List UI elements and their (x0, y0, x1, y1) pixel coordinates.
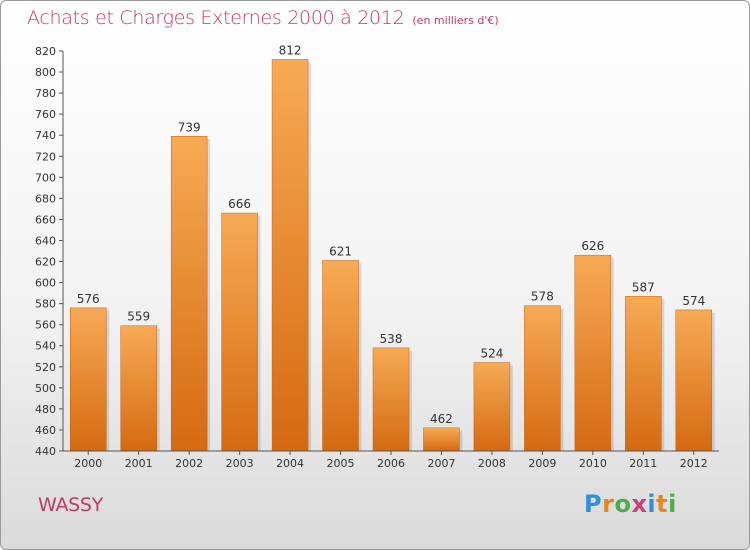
proxiti-logo: Proxiti (584, 490, 677, 518)
data-label: 559 (127, 310, 150, 324)
y-tick-label: 660 (35, 213, 56, 226)
y-tick-label: 620 (35, 256, 56, 269)
data-label: 574 (682, 294, 705, 308)
bar-2005 (322, 260, 359, 452)
x-tick-label: 2011 (629, 457, 657, 470)
bar-2010 (574, 254, 612, 452)
y-tick-label: 740 (35, 129, 56, 142)
bar-2000 (69, 307, 107, 452)
x-tick-label: 2004 (276, 457, 304, 470)
y-tick-label: 560 (35, 319, 56, 332)
logo-letter: P (584, 490, 603, 518)
data-label: 578 (531, 290, 554, 304)
x-tick-label: 2010 (579, 457, 607, 470)
bar-2002 (170, 136, 208, 452)
y-tick-label: 460 (35, 424, 56, 437)
y-tick-label: 500 (35, 382, 56, 395)
bar-2006 (372, 347, 410, 452)
x-tick-label: 2006 (377, 457, 405, 470)
data-label: 812 (279, 43, 302, 57)
bar-2001 (120, 325, 157, 452)
place-name: WASSY (38, 494, 103, 516)
x-tick-label: 2003 (226, 457, 254, 470)
y-tick-label: 520 (35, 361, 56, 374)
data-label: 739 (178, 120, 201, 134)
data-label: 587 (632, 280, 655, 294)
x-tick-label: 2000 (74, 457, 102, 470)
x-tick-label: 2012 (680, 457, 708, 470)
x-tick-label: 2008 (478, 457, 506, 470)
title-text: Achats et Charges Externes 2000 à 2012 (27, 7, 405, 29)
logo-letter: x (631, 490, 648, 518)
data-label: 524 (480, 347, 503, 361)
data-label: 462 (430, 412, 453, 426)
x-tick-label: 2009 (528, 457, 556, 470)
data-label: 666 (228, 197, 251, 211)
bar-2004 (271, 59, 309, 452)
logo-letter: i (647, 490, 657, 518)
data-label: 621 (329, 244, 352, 258)
chart-title: Achats et Charges Externes 2000 à 2012 (e… (27, 7, 499, 29)
bar-2011 (625, 296, 662, 452)
logo-letter: t (656, 490, 669, 518)
y-tick-label: 820 (35, 45, 56, 58)
bar-2009 (524, 305, 561, 452)
logo-letter: i (668, 490, 677, 518)
y-tick-label: 680 (35, 192, 56, 205)
data-label: 576 (77, 292, 100, 306)
y-tick-label: 800 (35, 66, 56, 79)
y-tick-label: 640 (35, 234, 56, 247)
y-tick-label: 540 (35, 340, 56, 353)
bar-2003 (221, 212, 258, 452)
y-tick-label: 600 (35, 277, 56, 290)
y-tick-label: 780 (35, 87, 56, 100)
y-tick-label: 580 (35, 298, 56, 311)
x-tick-label: 2001 (125, 457, 153, 470)
y-tick-label: 720 (35, 150, 56, 163)
logo-letter: r (602, 490, 615, 518)
data-label: 626 (581, 239, 604, 253)
x-tick-label: 2005 (327, 457, 355, 470)
bar-2007 (423, 427, 460, 452)
logo-letter: o (614, 490, 632, 518)
y-tick-label: 480 (35, 403, 56, 416)
y-tick-label: 700 (35, 171, 56, 184)
x-tick-label: 2007 (427, 457, 455, 470)
bar-2012 (675, 309, 713, 452)
unit-label: (en milliers d'€) (412, 14, 499, 27)
y-tick-label: 760 (35, 108, 56, 121)
y-tick-label: 440 (35, 445, 56, 458)
data-label: 538 (380, 332, 403, 346)
x-tick-label: 2002 (175, 457, 203, 470)
bar-2008 (473, 362, 511, 452)
